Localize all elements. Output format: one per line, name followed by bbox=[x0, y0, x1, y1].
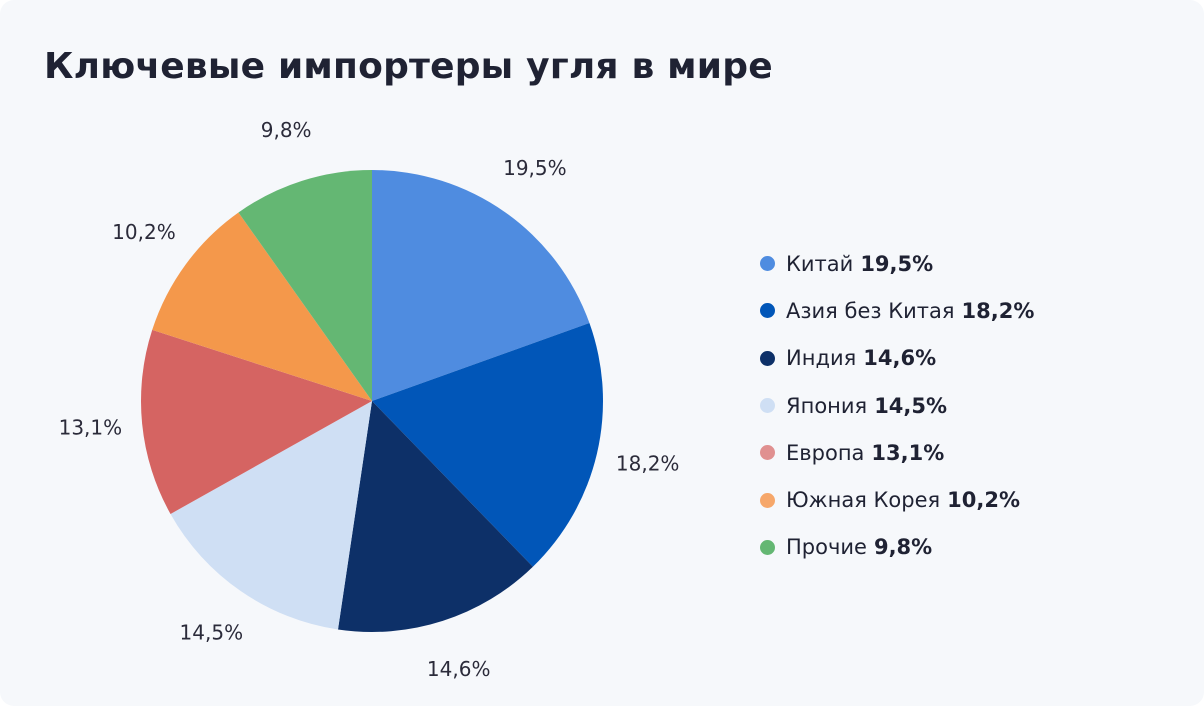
slice-label-южная-корея: 10,2% bbox=[112, 220, 176, 244]
legend-label: Южная Корея bbox=[786, 488, 941, 513]
legend-value: 18,2% bbox=[961, 298, 1035, 323]
legend-value: 19,5% bbox=[860, 251, 934, 276]
legend-label: Китай bbox=[786, 251, 854, 276]
legend-label: Европа bbox=[786, 440, 865, 465]
slice-label-япония: 14,5% bbox=[180, 620, 244, 644]
legend-item-китай: Китай 19,5% bbox=[760, 240, 1034, 287]
slice-label-азия-без-китая: 18,2% bbox=[616, 451, 680, 475]
pie-slice-китай bbox=[372, 170, 590, 401]
legend-swatch bbox=[760, 539, 775, 555]
legend-item-европа: Европа 13,1% bbox=[760, 429, 1034, 476]
legend-item-азия-без-китая: Азия без Китая 18,2% bbox=[760, 287, 1034, 334]
legend-value: 13,1% bbox=[871, 440, 945, 465]
pie-slice-европа bbox=[141, 329, 372, 514]
pie-slice-индия bbox=[337, 401, 533, 632]
pie-slice-азия-без-китая bbox=[372, 323, 603, 567]
pie-slice-южная-корея bbox=[152, 212, 372, 401]
slice-label-прочие: 9,8% bbox=[261, 118, 312, 142]
legend-value: 14,5% bbox=[874, 393, 948, 418]
legend: Китай 19,5% Азия без Китая 18,2% Индия 14,6% Я… bbox=[760, 240, 1034, 571]
chart-title: Ключевые импортеры угля в мире bbox=[44, 46, 773, 87]
legend-swatch bbox=[760, 398, 775, 414]
slice-label-европа: 13,1% bbox=[59, 415, 123, 439]
legend-label: Япония bbox=[786, 393, 868, 418]
legend-value: 10,2% bbox=[947, 488, 1020, 513]
legend-value: 14,6% bbox=[863, 346, 937, 371]
legend-swatch bbox=[760, 350, 775, 366]
legend-item-индия: Индия 14,6% bbox=[760, 335, 1034, 382]
legend-swatch bbox=[760, 445, 775, 461]
legend-item-прочие: Прочие 9,8% bbox=[760, 524, 1034, 571]
legend-item-япония: Япония 14,5% bbox=[760, 382, 1034, 429]
pie-slice-прочие bbox=[238, 170, 372, 401]
legend-swatch bbox=[760, 256, 775, 272]
legend-label: Индия bbox=[786, 346, 857, 371]
legend-label: Прочие bbox=[786, 535, 867, 560]
pie-slice-япония bbox=[170, 401, 372, 630]
legend-item-южная-корея: Южная Корея 10,2% bbox=[760, 476, 1034, 523]
slice-label-индия: 14,6% bbox=[427, 657, 491, 681]
legend-swatch bbox=[760, 492, 775, 508]
legend-label: Азия без Китая bbox=[786, 298, 955, 323]
legend-swatch bbox=[760, 303, 775, 319]
slice-label-китай: 19,5% bbox=[503, 156, 567, 180]
legend-value: 9,8% bbox=[873, 535, 933, 560]
